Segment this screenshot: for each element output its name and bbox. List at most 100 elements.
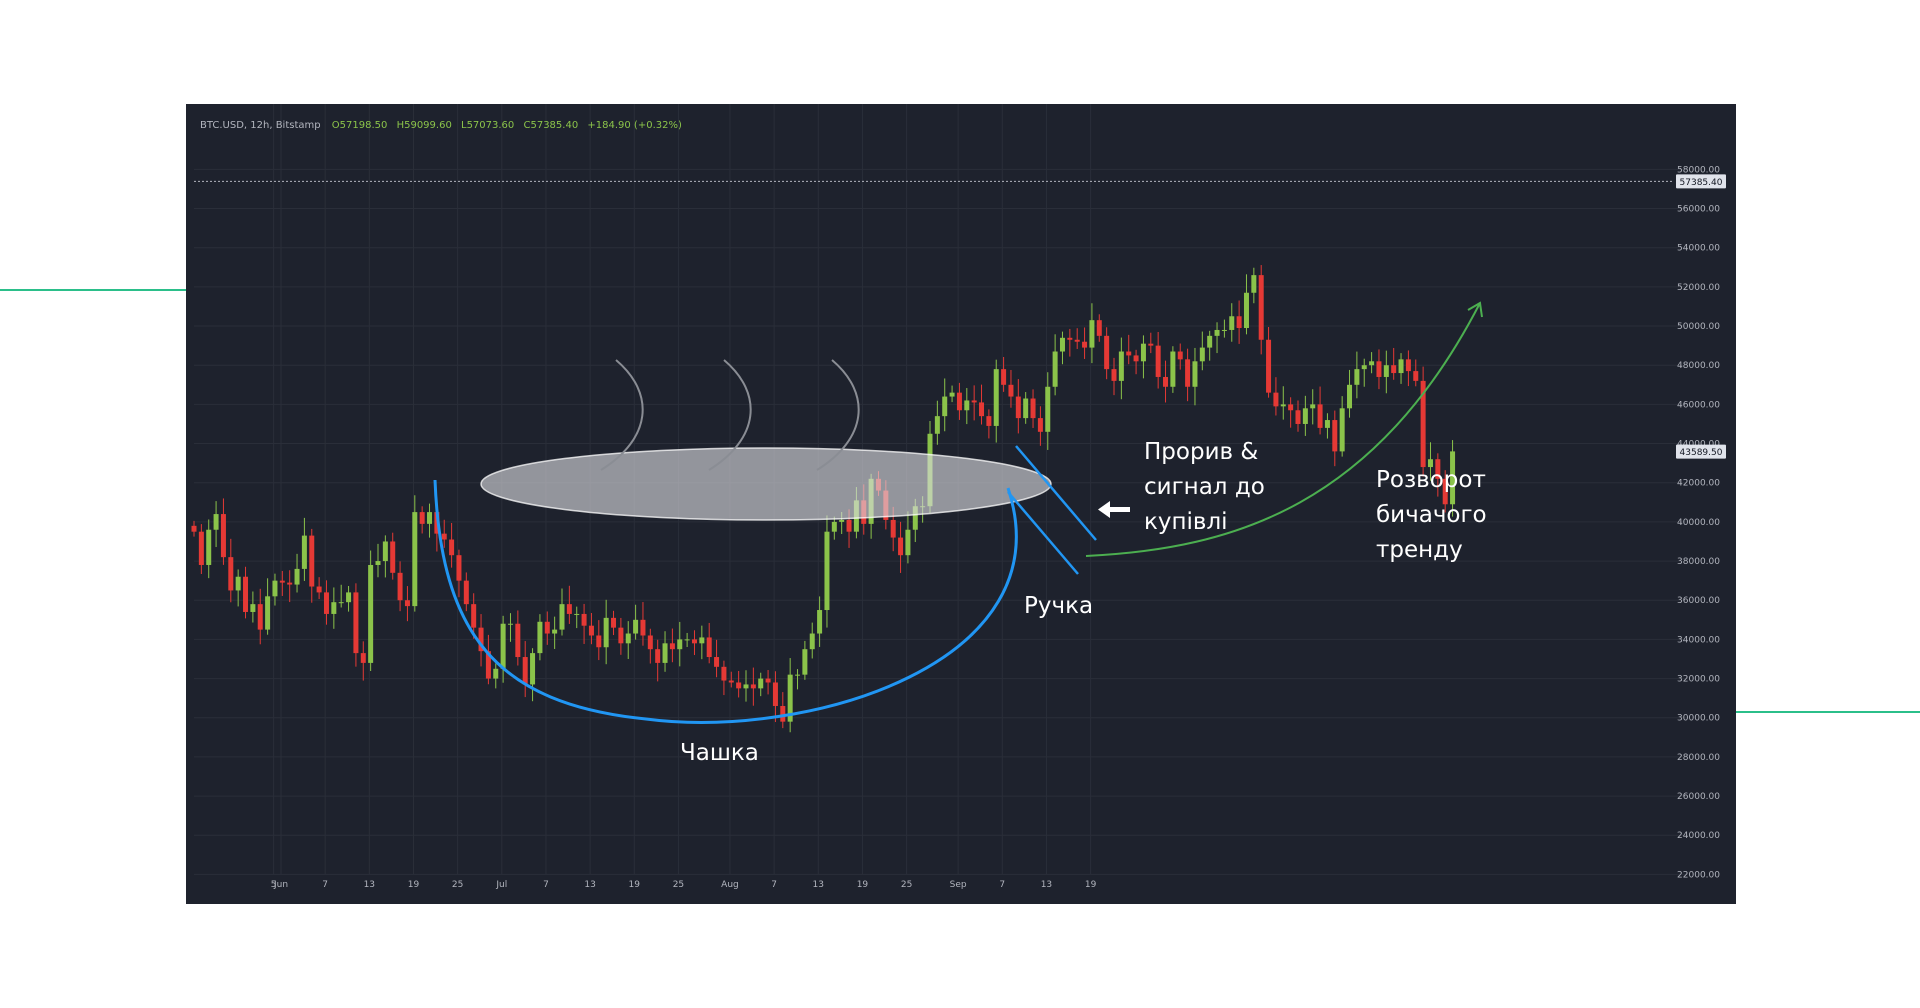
candle-body — [1111, 369, 1117, 381]
y-tick-label: 48000.00 — [1677, 361, 1720, 371]
candle-body — [1037, 418, 1043, 432]
steam-curve-3 — [816, 359, 860, 471]
candle-body — [198, 531, 204, 565]
candle-body — [1317, 404, 1323, 428]
breakout-label-line-3: купівлі — [1144, 509, 1228, 535]
reversal-arrow-curve — [1085, 302, 1481, 557]
candle-body — [1420, 380, 1426, 468]
x-tick-label: 19 — [857, 880, 869, 890]
candle-body — [243, 576, 249, 612]
candle-body — [1015, 396, 1021, 419]
x-tick-label: 19 — [1085, 880, 1097, 890]
candle-body — [368, 564, 374, 663]
candle-body — [360, 653, 366, 663]
candle-body — [390, 541, 396, 573]
candle-body — [993, 369, 999, 426]
candle-body — [412, 512, 418, 607]
candle-body — [206, 529, 212, 565]
y-tick-label: 56000.00 — [1677, 205, 1720, 215]
candle-body — [1155, 345, 1161, 377]
candle-body — [1243, 292, 1249, 329]
candle-body — [301, 535, 307, 569]
candle-body — [500, 623, 506, 669]
candle-body — [647, 635, 653, 650]
y-tick-label: 24000.00 — [1677, 831, 1720, 841]
grid-lines — [194, 104, 1688, 875]
candle-body — [375, 561, 381, 565]
candle-body — [949, 392, 955, 397]
candle-body — [1258, 275, 1264, 340]
y-tick-label: 38000.00 — [1677, 557, 1720, 567]
open-value: O57198.50 — [332, 120, 388, 131]
candle-body — [1192, 361, 1198, 387]
breakout-label: Прорив & сигнал до купівлі — [1144, 439, 1272, 535]
candle-body — [427, 512, 433, 524]
price-labels: 57385.40 43589.50 — [1676, 174, 1726, 459]
candle-body — [566, 604, 572, 614]
candle-body — [839, 519, 845, 522]
price-label-tag — [1676, 444, 1726, 459]
candle-body — [1177, 351, 1183, 360]
price-label-text: 43589.50 — [1680, 448, 1723, 458]
candle-body — [588, 625, 594, 636]
high-value: H59099.60 — [397, 120, 452, 131]
candle-body — [1324, 420, 1330, 428]
candle-body — [728, 680, 734, 683]
candle-body — [1140, 343, 1146, 362]
candle-body — [581, 613, 587, 626]
x-tick-label: 7 — [999, 880, 1005, 890]
cup-curve — [433, 479, 1018, 724]
low-value: L57073.60 — [461, 120, 514, 131]
candle-body — [1302, 408, 1308, 424]
candle-body — [625, 633, 631, 644]
candle-body — [1148, 343, 1154, 346]
candle-body — [1207, 335, 1213, 348]
x-tick-label: 7 — [322, 880, 328, 890]
x-tick-label: 7 — [771, 880, 777, 890]
candle-body — [1104, 335, 1110, 370]
y-tick-label: 36000.00 — [1677, 596, 1720, 606]
candle-body — [758, 678, 764, 689]
candle-body — [1096, 320, 1102, 336]
candle-body — [603, 617, 609, 648]
candle-body — [802, 649, 808, 675]
candle-body — [787, 674, 793, 722]
breakout-arrow-icon — [1098, 501, 1130, 518]
candlestick-chart[interactable]: 22000.00 24000.00 26000.00 28000.00 30000.00… — [186, 104, 1736, 904]
candle-body — [287, 582, 293, 585]
candle-body — [544, 621, 550, 634]
candle-body — [831, 521, 837, 532]
y-tick-label: 26000.00 — [1677, 792, 1720, 802]
reversal-label: Розворот бичачого тренду — [1376, 467, 1494, 563]
candle-body — [1450, 451, 1456, 505]
y-tick-label: 42000.00 — [1677, 479, 1720, 489]
x-tick-label: Jul — [495, 880, 507, 890]
candle-body — [404, 600, 410, 607]
candle-body — [478, 627, 484, 652]
candle-body — [191, 525, 197, 532]
candle-body — [1405, 359, 1411, 372]
candle-body — [1082, 341, 1088, 348]
reversal-label-line-2: бичачого — [1376, 502, 1487, 528]
breakout-label-line-1: Прорив & — [1144, 439, 1258, 465]
candle-body — [1163, 376, 1169, 387]
candle-body — [1266, 339, 1272, 393]
chart-panel[interactable]: 22000.00 24000.00 26000.00 28000.00 30000.00… — [186, 104, 1736, 904]
candle-body — [1001, 369, 1007, 385]
candle-body — [684, 639, 690, 641]
candle-body — [574, 613, 580, 615]
candle-body — [1030, 398, 1036, 419]
y-axis: 22000.00 24000.00 26000.00 28000.00 30000.00… — [1677, 165, 1720, 880]
candle-body — [522, 657, 528, 685]
candle-body — [1361, 365, 1367, 370]
candle-body — [331, 602, 337, 614]
x-tick-label: 13 — [584, 880, 595, 890]
candle-body — [507, 623, 513, 625]
candle-body — [1273, 392, 1279, 407]
candle-body — [964, 400, 970, 411]
candle-body — [213, 514, 219, 530]
x-tick-label: 13 — [1041, 880, 1052, 890]
candle-body — [736, 682, 742, 689]
breakout-label-line-2: сигнал до — [1144, 474, 1265, 500]
candle-body — [338, 602, 344, 604]
